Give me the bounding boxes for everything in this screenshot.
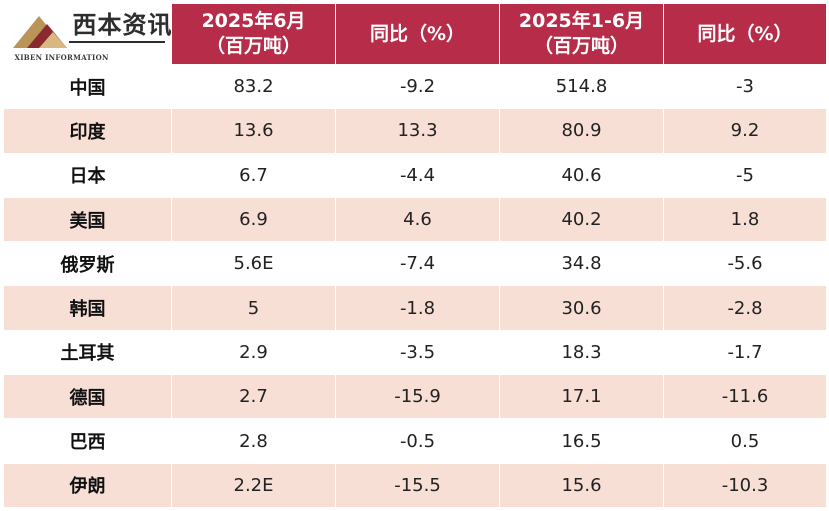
ytd-output-cell: 17.1: [499, 374, 664, 420]
table-row: 印度 13.6 13.3 80.9 9.2: [3, 108, 827, 154]
logo-underline: [68, 41, 165, 43]
ytd-yoy-cell: -1.7: [663, 329, 827, 376]
country-cell: 德国: [3, 374, 172, 420]
june-yoy-cell: -4.4: [335, 152, 500, 198]
table-row: 中国 83.2 -9.2 514.8 -3: [3, 63, 827, 110]
country-cell: 印度: [3, 108, 172, 154]
table-row: 韩国 5 -1.8 30.6 -2.8: [3, 285, 827, 331]
june-yoy-cell: -1.8: [335, 285, 500, 331]
june-yoy-cell: -9.2: [335, 63, 500, 110]
june-output-cell: 5: [171, 285, 336, 331]
header-ytd-yoy: 同比（%）: [663, 3, 827, 65]
crude-steel-output-table: 西本资讯 XIBEN INFORMATION 2025年6月 （百万吨） 同比（…: [3, 3, 827, 509]
logo-brand-text: 西本资讯: [72, 10, 172, 39]
table-row: 日本 6.7 -4.4 40.6 -5: [3, 152, 827, 198]
header-june-output: 2025年6月 （百万吨）: [171, 3, 336, 65]
header-ytd-output-line1: 2025年1-6月: [518, 10, 645, 32]
june-output-cell: 83.2: [171, 63, 336, 110]
ytd-yoy-cell: -5: [663, 152, 827, 198]
country-cell: 中国: [3, 63, 172, 110]
ytd-output-cell: 80.9: [499, 108, 664, 154]
country-cell: 俄罗斯: [3, 241, 172, 287]
mountain-logo-icon: [12, 16, 67, 48]
june-output-cell: 2.9: [171, 329, 336, 376]
ytd-yoy-cell: -2.8: [663, 285, 827, 331]
june-yoy-cell: -15.5: [335, 462, 500, 509]
ytd-yoy-cell: 9.2: [663, 108, 827, 154]
header-ytd-output: 2025年1-6月 （百万吨）: [499, 3, 664, 65]
country-cell: 巴西: [3, 418, 172, 464]
table-row: 伊朗 2.2E -15.5 15.6 -10.3: [3, 462, 827, 509]
country-cell: 伊朗: [3, 462, 172, 509]
ytd-yoy-cell: -3: [663, 63, 827, 110]
country-cell: 韩国: [3, 285, 172, 331]
country-cell: 日本: [3, 152, 172, 198]
ytd-output-cell: 514.8: [499, 63, 664, 110]
ytd-output-cell: 18.3: [499, 329, 664, 376]
ytd-yoy-cell: -10.3: [663, 462, 827, 509]
ytd-yoy-cell: 1.8: [663, 196, 827, 243]
june-output-cell: 6.7: [171, 152, 336, 198]
country-cell: 美国: [3, 196, 172, 243]
ytd-output-cell: 16.5: [499, 418, 664, 464]
logo-subtitle-text: XIBEN INFORMATION: [14, 53, 109, 62]
june-yoy-cell: -3.5: [335, 329, 500, 376]
ytd-output-cell: 40.6: [499, 152, 664, 198]
table-row: 德国 2.7 -15.9 17.1 -11.6: [3, 374, 827, 420]
table-row: 俄罗斯 5.6E -7.4 34.8 -5.6: [3, 241, 827, 287]
june-yoy-cell: -15.9: [335, 374, 500, 420]
header-june-output-line1: 2025年6月: [201, 10, 306, 32]
table-row: 巴西 2.8 -0.5 16.5 0.5: [3, 418, 827, 464]
ytd-output-cell: 30.6: [499, 285, 664, 331]
ytd-yoy-cell: 0.5: [663, 418, 827, 464]
ytd-output-cell: 15.6: [499, 462, 664, 509]
june-output-cell: 2.7: [171, 374, 336, 420]
june-yoy-cell: 13.3: [335, 108, 500, 154]
table-row: 美国 6.9 4.6 40.2 1.8: [3, 196, 827, 243]
header-june-output-line2: （百万吨）: [205, 35, 301, 57]
june-output-cell: 5.6E: [171, 241, 336, 287]
country-cell: 土耳其: [3, 329, 172, 376]
june-output-cell: 2.8: [171, 418, 336, 464]
june-output-cell: 6.9: [171, 196, 336, 243]
june-yoy-cell: 4.6: [335, 196, 500, 243]
table-header-row: 西本资讯 XIBEN INFORMATION 2025年6月 （百万吨） 同比（…: [3, 3, 827, 65]
june-yoy-cell: -7.4: [335, 241, 500, 287]
xiben-logo: 西本资讯 XIBEN INFORMATION: [9, 8, 171, 62]
june-yoy-cell: -0.5: [335, 418, 500, 464]
ytd-yoy-cell: -11.6: [663, 374, 827, 420]
ytd-yoy-cell: -5.6: [663, 241, 827, 287]
ytd-output-cell: 40.2: [499, 196, 664, 243]
june-output-cell: 13.6: [171, 108, 336, 154]
june-output-cell: 2.2E: [171, 462, 336, 509]
ytd-output-cell: 34.8: [499, 241, 664, 287]
header-ytd-output-line2: （百万吨）: [533, 35, 629, 57]
header-june-yoy: 同比（%）: [335, 3, 500, 65]
logo-cell: 西本资讯 XIBEN INFORMATION: [3, 3, 172, 65]
table-row: 土耳其 2.9 -3.5 18.3 -1.7: [3, 329, 827, 376]
